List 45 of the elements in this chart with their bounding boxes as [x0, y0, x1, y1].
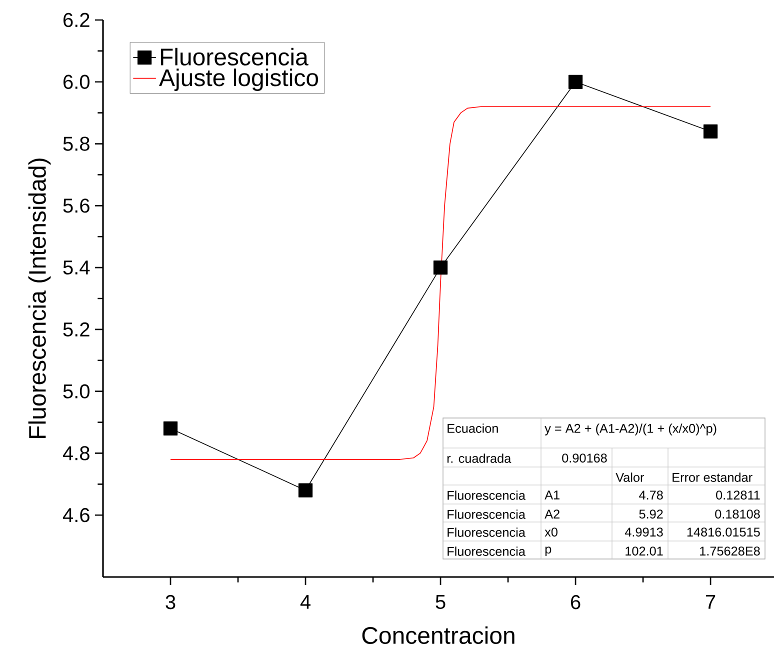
x-tick-label: 6 — [571, 595, 580, 610]
annotation: Fluorescencia — [448, 546, 526, 556]
point — [163, 421, 178, 436]
y-tick-label: 6.2 — [64, 12, 90, 28]
annotation: 0.18108 — [715, 510, 760, 519]
y-axis-title: Fluorescencia (Intensidad) — [28, 158, 51, 438]
annotation: p — [545, 546, 552, 556]
point — [433, 260, 448, 275]
annotation: 4.9913 — [624, 528, 663, 537]
x-tick-label: 7 — [706, 595, 716, 609]
annotation: Fluorescencia — [448, 528, 526, 537]
annotation: 4.78 — [639, 490, 663, 500]
y-tick-label: 5.6 — [63, 198, 90, 213]
annotation: A2 — [544, 510, 560, 518]
annotation: 5.92 — [639, 510, 663, 519]
annotation: Error estandar — [672, 472, 752, 482]
y-tick-label: 4.8 — [62, 446, 90, 460]
point — [568, 74, 583, 89]
annotation: Fluorescencia — [448, 490, 526, 500]
annotation: x0 — [544, 528, 558, 537]
y-tick-label: 5.8 — [63, 136, 90, 151]
annotation: 0.90168 — [562, 454, 607, 463]
annotation: Valor — [616, 472, 644, 482]
annotation: Ecuacion — [448, 424, 498, 433]
x-tick-label: 4 — [300, 595, 310, 609]
y-tick-label: 5.4 — [63, 260, 90, 275]
annotation: 0.12811 — [716, 490, 760, 500]
annotation: r. cuadrada — [447, 454, 512, 463]
annotation: 1.75628E8 — [700, 546, 760, 556]
annotation: A1 — [544, 490, 560, 500]
point — [298, 483, 313, 498]
y-tick-label: 4.6 — [62, 508, 90, 522]
legend-label: Fluorescencia — [160, 48, 308, 66]
x-tick-label: 5 — [436, 595, 446, 609]
x-tick-label: 3 — [166, 595, 176, 610]
annotation: Fluorescencia — [448, 510, 526, 519]
y-tick-label: 5.2 — [63, 322, 90, 337]
x-axis-title: Concentracion — [362, 626, 514, 644]
point — [703, 124, 718, 138]
legend-label: Ajuste logistico — [159, 68, 318, 91]
annotation: 102.01 — [626, 546, 663, 556]
annotation: y = A2 + (A1-A2)/(1 + (x/x0)^p) — [544, 424, 716, 436]
y-tick-label: 5.0 — [63, 384, 90, 398]
annotation: 14816.01515 — [687, 528, 760, 537]
y-tick-label: 6.0 — [64, 74, 90, 89]
